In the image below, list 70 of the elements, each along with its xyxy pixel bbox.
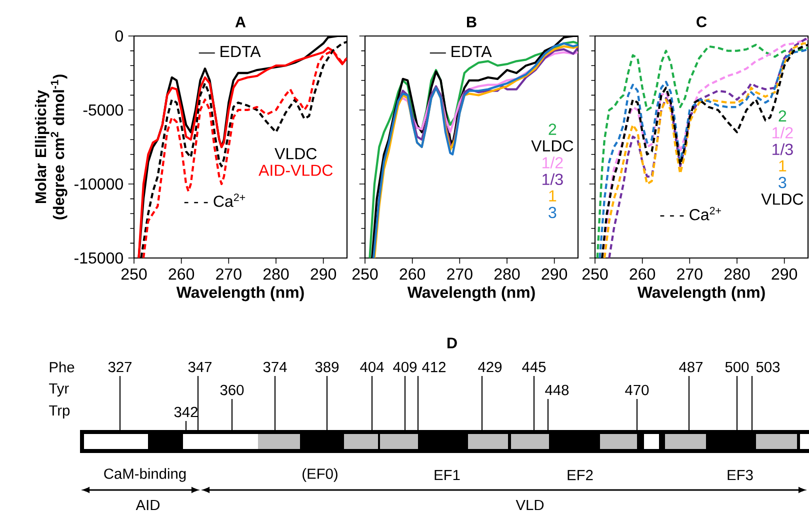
text: 2 xyxy=(548,124,556,135)
text: AID xyxy=(136,500,160,510)
annotation: — EDTA xyxy=(430,46,492,58)
x-tick-label: 290 xyxy=(310,268,336,280)
y-tick-label: -15000 xyxy=(74,252,123,264)
text: VLD xyxy=(516,500,544,510)
x-tick-label: 280 xyxy=(494,268,520,280)
x-tick-label: 290 xyxy=(542,268,568,280)
text: 360 xyxy=(220,384,244,396)
text: 3 xyxy=(778,176,786,188)
x-tick-label: 260 xyxy=(400,268,426,280)
text: 445 xyxy=(522,362,546,372)
x-tick-label: 290 xyxy=(772,268,798,280)
y-tick-label: 0 xyxy=(115,30,123,42)
text: 412 xyxy=(422,362,446,372)
text: 404 xyxy=(360,362,384,372)
text: AID-VLDC xyxy=(258,164,333,176)
y-tick-label: -10000 xyxy=(74,178,123,190)
text: 1/3 xyxy=(542,173,563,186)
chart-title: A xyxy=(235,16,246,28)
text: 1/2 xyxy=(542,156,563,168)
x-tick-label: 250 xyxy=(582,268,608,280)
x-axis-title: Wavelength (nm) xyxy=(637,286,765,302)
x-tick-label: 270 xyxy=(216,268,242,280)
x-tick-label: 260 xyxy=(168,268,194,280)
x-tick-label: 260 xyxy=(630,268,656,280)
text: 500 xyxy=(725,362,749,372)
text: EF1 xyxy=(434,470,460,480)
chart-title: C xyxy=(696,16,707,28)
text: Tyr xyxy=(49,383,69,397)
x-axis-title: Wavelength (nm) xyxy=(176,286,304,302)
chart-title: B xyxy=(466,16,476,28)
text: 327 xyxy=(108,362,132,372)
x-axis-title: Wavelength (nm) xyxy=(407,286,535,302)
text: VLDC xyxy=(761,194,804,205)
text: 3 xyxy=(548,206,556,218)
y-tick-label: -5000 xyxy=(83,104,123,116)
x-tick-label: 280 xyxy=(724,268,750,280)
x-tick-label: 280 xyxy=(263,268,289,280)
text: VLDC xyxy=(531,140,574,152)
text: 347 xyxy=(188,362,212,372)
text: VLDC xyxy=(274,148,317,160)
text: Phe xyxy=(50,362,74,372)
text: CaM-binding xyxy=(104,468,186,482)
x-tick-label: 270 xyxy=(447,268,472,280)
text: 2 xyxy=(778,110,786,122)
text: 470 xyxy=(625,384,649,396)
text: Trp xyxy=(49,405,70,419)
text: 389 xyxy=(315,362,339,372)
text: 448 xyxy=(545,384,569,396)
text: 1 xyxy=(549,190,556,202)
text: EF3 xyxy=(728,470,753,480)
text: D xyxy=(447,338,457,348)
text: 342 xyxy=(174,406,198,418)
text: 409 xyxy=(393,362,417,372)
annotation: - - - Ca$^{2+}$ xyxy=(184,194,246,207)
text: 503 xyxy=(756,362,780,372)
x-tick-label: 270 xyxy=(677,268,702,280)
text: 1 xyxy=(779,160,786,172)
text: 1/2 xyxy=(772,126,793,138)
text: EF2 xyxy=(568,470,593,480)
text: 374 xyxy=(263,362,287,372)
text: 429 xyxy=(478,362,502,372)
annotation: - - - Ca$^{2+}$ xyxy=(660,206,721,220)
text: 1/3 xyxy=(772,143,793,156)
x-tick-label: 250 xyxy=(121,268,147,280)
annotation: — EDTA xyxy=(198,46,261,58)
text: 487 xyxy=(679,362,703,372)
x-tick-label: 250 xyxy=(352,268,378,280)
text: (EF0) xyxy=(302,468,338,482)
